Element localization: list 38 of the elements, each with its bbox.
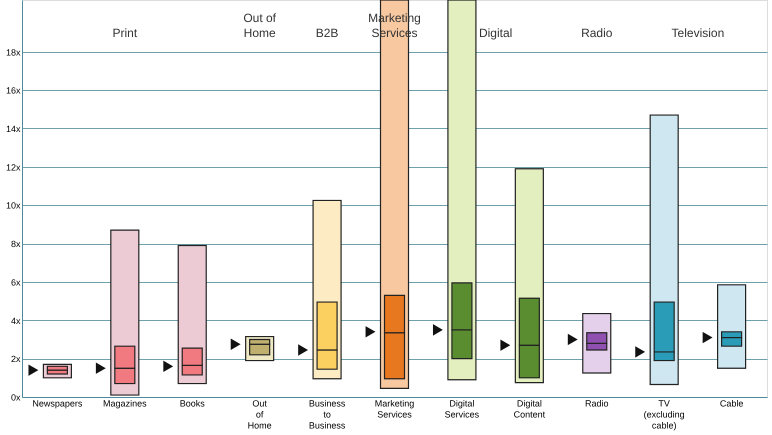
point (163, 360, 174, 372)
annotation: Radio (581, 26, 613, 40)
x-tick-label: Digital Content (514, 398, 546, 420)
point (432, 324, 443, 336)
x-tick-label: Books (180, 398, 206, 408)
point (366, 326, 376, 338)
y-tick-label: 2x (10, 354, 21, 364)
point (298, 344, 308, 356)
x-tick-label: Digital Services (444, 398, 480, 420)
point (96, 362, 106, 374)
y-tick-label: 10x (6, 200, 21, 211)
y-tick-label: 6x (10, 277, 21, 288)
x-tick-label: Out of Home (248, 398, 272, 430)
y-tick-label: 18x (6, 47, 21, 58)
point (635, 346, 646, 358)
y-tick-label: 8x (10, 239, 21, 250)
point (568, 334, 578, 346)
annotation: Television (672, 26, 724, 40)
annotation: B2B (316, 26, 338, 40)
x-tick-label: Marketing Services (374, 398, 414, 420)
y-tick-label: 14x (6, 124, 21, 134)
x-tick-label: Radio (585, 398, 609, 408)
annotation: Out of Home (243, 11, 277, 40)
y-tick-label: 16x (6, 86, 21, 96)
x-tick-label: Newspapers (32, 398, 83, 408)
annotation: Print (112, 26, 138, 40)
y-tick-label: 0x (10, 392, 21, 402)
x-tick-label: Magazines (103, 398, 148, 408)
x-tick-label: Cable (720, 398, 744, 408)
point (500, 340, 510, 351)
point (702, 332, 713, 344)
y-tick-label: 4x (10, 316, 21, 326)
y-tick-label: 12x (6, 162, 21, 172)
point (28, 364, 38, 376)
annotation: Digital (478, 26, 512, 40)
point (230, 338, 241, 350)
x-tick-label: TV (excluding cable) (644, 398, 685, 430)
x-tick-label: Business to Business (308, 398, 346, 430)
